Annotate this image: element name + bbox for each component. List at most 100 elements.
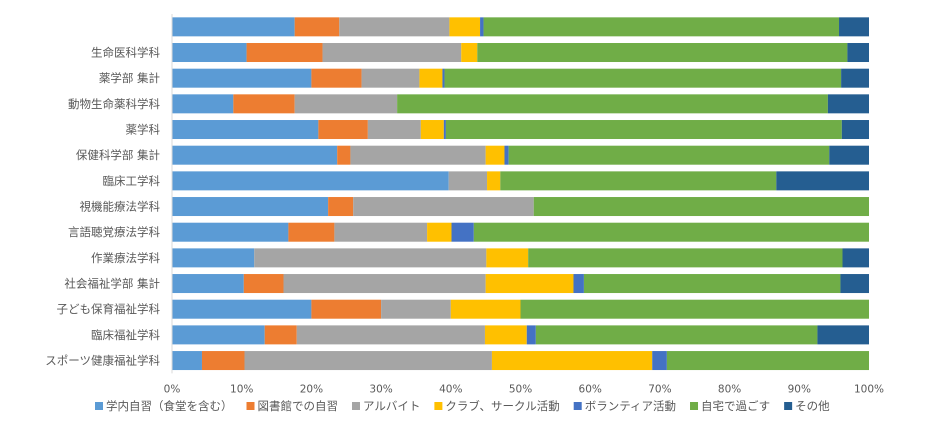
- bar-segment: [583, 274, 841, 294]
- bar-segment: [339, 17, 450, 37]
- legend-swatch: [784, 402, 793, 410]
- bar-segment: [847, 43, 869, 63]
- bar-segment: [504, 145, 509, 165]
- legend-swatch: [434, 402, 443, 410]
- bar-segment: [449, 17, 481, 37]
- bar-segment: [444, 68, 842, 88]
- legend-label: アルバイト: [363, 399, 420, 413]
- x-axis-tick-labels: 0% 10% 20% 30% 40% 50% 60% 70% 80% 90% 100%: [164, 383, 884, 395]
- bar-segment: [839, 17, 869, 37]
- bar-segment: [535, 325, 818, 345]
- bar-segment: [500, 171, 777, 191]
- bar-segment: [827, 94, 869, 114]
- bar-segment: [311, 68, 362, 88]
- category-label: 子ども保育福祉学科: [57, 302, 161, 316]
- bar-segment: [246, 43, 323, 63]
- bar-segment: [443, 120, 446, 140]
- bar-segment: [328, 197, 354, 217]
- bar-segment: [487, 171, 501, 191]
- bar-segment: [264, 325, 297, 345]
- legend-swatch: [690, 402, 699, 410]
- category-label: 臨床工学科: [103, 174, 161, 188]
- category-label: 保健科学部 集計: [76, 148, 160, 162]
- x-tick-label: 100%: [854, 383, 884, 395]
- legend-label: 自宅で過ごす: [701, 399, 770, 413]
- bar-segment: [461, 43, 478, 63]
- bar-segment: [450, 299, 521, 319]
- bar-segment: [294, 17, 340, 37]
- bar-segment: [294, 94, 398, 114]
- x-tick-label: 50%: [509, 383, 532, 395]
- bar-segment: [172, 274, 244, 294]
- legend-swatch: [246, 402, 255, 410]
- bar-segment: [480, 17, 484, 37]
- bar-segment: [841, 68, 869, 88]
- bar-segment: [520, 299, 869, 319]
- bar-segment: [397, 94, 828, 114]
- category-label: 動物生命薬科学科: [68, 97, 160, 111]
- bar-segment: [528, 248, 843, 268]
- bar-segment: [448, 171, 488, 191]
- x-tick-label: 80%: [718, 383, 741, 395]
- legend: 学内自習（食堂を含む） 図書館での自習 アルバイト クラブ、サークル活動 ボランティア活…: [95, 399, 830, 413]
- bar-segment: [172, 222, 289, 242]
- x-tick-label: 40%: [439, 383, 462, 395]
- category-label: 作業療法学科: [91, 251, 160, 265]
- bar-segment: [381, 299, 451, 319]
- x-tick-label: 10%: [230, 383, 253, 395]
- bar-segment: [484, 325, 527, 345]
- bar-segment: [172, 248, 255, 268]
- bar-segment: [483, 17, 840, 37]
- bar-segment: [201, 351, 245, 371]
- x-tick-label: 20%: [300, 383, 323, 395]
- x-tick-label: 90%: [788, 383, 811, 395]
- bar-segment: [233, 94, 295, 114]
- bar-segment: [172, 120, 319, 140]
- category-label: スポーツ健康福祉学科: [45, 354, 160, 368]
- bar-segment: [172, 299, 312, 319]
- x-tick-label: 0%: [164, 383, 181, 395]
- bar-segment: [817, 325, 869, 345]
- bar-segment: [842, 248, 869, 268]
- bar-segment: [172, 171, 449, 191]
- bar-segment: [486, 248, 529, 268]
- bar-segment: [485, 274, 574, 294]
- bar-segment: [451, 222, 474, 242]
- category-label: 生命医科学科: [91, 46, 160, 60]
- category-label: 言語聴覚療法学科: [68, 225, 160, 239]
- category-label: 薬学科: [126, 123, 161, 137]
- legend-label: クラブ、サークル活動: [445, 399, 559, 413]
- bar-segment: [666, 351, 869, 371]
- bar-segment: [172, 68, 312, 88]
- bar-segment: [473, 222, 869, 242]
- x-tick-label: 70%: [648, 383, 671, 395]
- bar-segment: [283, 274, 486, 294]
- bar-segment: [776, 171, 869, 191]
- bar-segment: [442, 68, 445, 88]
- bar-segment: [526, 325, 536, 345]
- bar-segment: [485, 145, 505, 165]
- legend-swatch: [352, 402, 360, 410]
- bar-segment: [172, 43, 247, 63]
- legend-label: 学内自習（食堂を含む）: [106, 399, 233, 413]
- category-label: 視機能療法学科: [80, 200, 161, 214]
- bar-segment: [334, 222, 428, 242]
- category-label: 社会福祉学部 集計: [64, 277, 160, 291]
- bar-segment: [337, 145, 351, 165]
- bar-segment: [361, 68, 420, 88]
- legend-swatch: [573, 402, 582, 410]
- bar-segment: [491, 351, 653, 371]
- bar-segment: [350, 145, 486, 165]
- bar-segment: [573, 274, 584, 294]
- bar-segment: [244, 351, 492, 371]
- bar-segment: [652, 351, 667, 371]
- legend-label: 図書館での自習: [258, 399, 339, 413]
- bar-segment: [419, 68, 443, 88]
- bar-segment: [353, 197, 534, 217]
- bar-segment: [172, 197, 329, 217]
- legend-label: その他: [795, 399, 830, 413]
- bar-segment: [172, 351, 202, 371]
- legend-label: ボランティア活動: [585, 399, 676, 413]
- bar-segment: [840, 274, 869, 294]
